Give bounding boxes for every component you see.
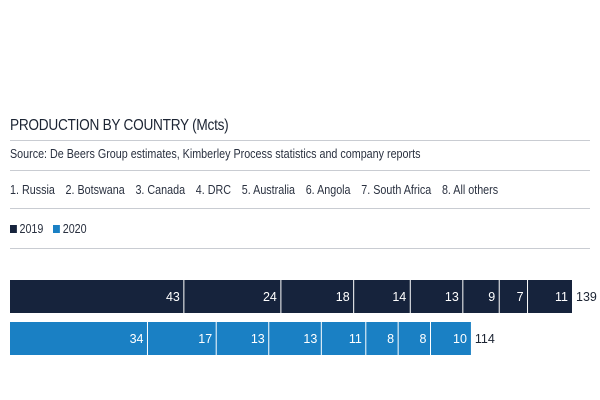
segment-value-label: 34 xyxy=(130,332,144,346)
bar-segment-2019-7 xyxy=(499,280,528,313)
bar-segment-2020-8 xyxy=(430,322,471,355)
country-label: 4. DRC xyxy=(195,183,232,197)
chart-title: PRODUCTION BY COUNTRY (Mcts) xyxy=(10,117,229,134)
segment-value-label: 24 xyxy=(263,290,277,304)
bar-segment-2019-3 xyxy=(280,280,354,313)
segment-value-label: 10 xyxy=(453,332,467,346)
source-divider xyxy=(10,170,590,171)
bar-segment-2019-5 xyxy=(410,280,463,313)
segment-value-label: 11 xyxy=(349,332,362,346)
bar-segment-2020-3 xyxy=(216,322,269,355)
title-divider xyxy=(10,140,590,141)
bar-total-label-2019: 139 xyxy=(576,290,597,304)
segment-value-label: 13 xyxy=(445,290,459,304)
bar-segment-2019-4 xyxy=(353,280,411,313)
legend-swatch-2020 xyxy=(53,225,61,233)
legend-label-2020: 2020 xyxy=(62,222,87,236)
country-label: 8. All others xyxy=(441,183,499,197)
bar-segment-2020-7 xyxy=(398,322,431,355)
country-label: 1. Russia xyxy=(10,183,55,197)
bar-segment-2020-2 xyxy=(147,322,217,355)
bar-segment-2020-6 xyxy=(365,322,399,355)
bar-segment-2019-6 xyxy=(462,280,500,313)
bar-segment-2019-1 xyxy=(10,280,184,313)
country-label: 3. Canada xyxy=(135,183,186,197)
segment-value-label: 18 xyxy=(336,290,350,304)
country-label: 2. Botswana xyxy=(65,183,125,197)
bar-segment-2019-2 xyxy=(183,280,281,313)
legend-item-2020: 2020 xyxy=(53,222,87,236)
segment-value-label: 11 xyxy=(555,290,568,304)
country-label: 7. South Africa xyxy=(361,183,432,197)
segment-value-label: 8 xyxy=(387,332,394,346)
segment-value-label: 17 xyxy=(198,332,212,346)
segment-value-label: 13 xyxy=(251,332,265,346)
country-label: 6. Angola xyxy=(305,183,351,197)
segment-value-label: 9 xyxy=(488,290,495,304)
bar-segment-2020-1 xyxy=(10,322,148,355)
segment-value-label: 43 xyxy=(166,290,180,304)
bar-segment-2020-5 xyxy=(321,322,366,355)
country-label: 5. Australia xyxy=(241,183,295,197)
bar-segment-2019-8 xyxy=(527,280,572,313)
segment-value-label: 14 xyxy=(392,290,406,304)
legend-divider xyxy=(10,248,590,249)
segment-value-label: 7 xyxy=(517,290,524,304)
chart-legend: 2019 2020 xyxy=(10,222,94,236)
legend-label-2019: 2019 xyxy=(19,222,44,236)
bar-total-label-2020: 114 xyxy=(475,332,495,346)
countries-divider xyxy=(10,208,590,209)
legend-swatch-2019 xyxy=(10,225,17,233)
chart-source: Source: De Beers Group estimates, Kimber… xyxy=(10,147,421,161)
bar-segment-2020-4 xyxy=(268,322,322,355)
segment-value-label: 13 xyxy=(303,332,317,346)
legend-item-2019: 2019 xyxy=(10,222,43,236)
segment-value-label: 8 xyxy=(420,332,427,346)
country-list: 1. Russia 2. Botswana 3. Canada 4. DRC 5… xyxy=(10,183,506,197)
